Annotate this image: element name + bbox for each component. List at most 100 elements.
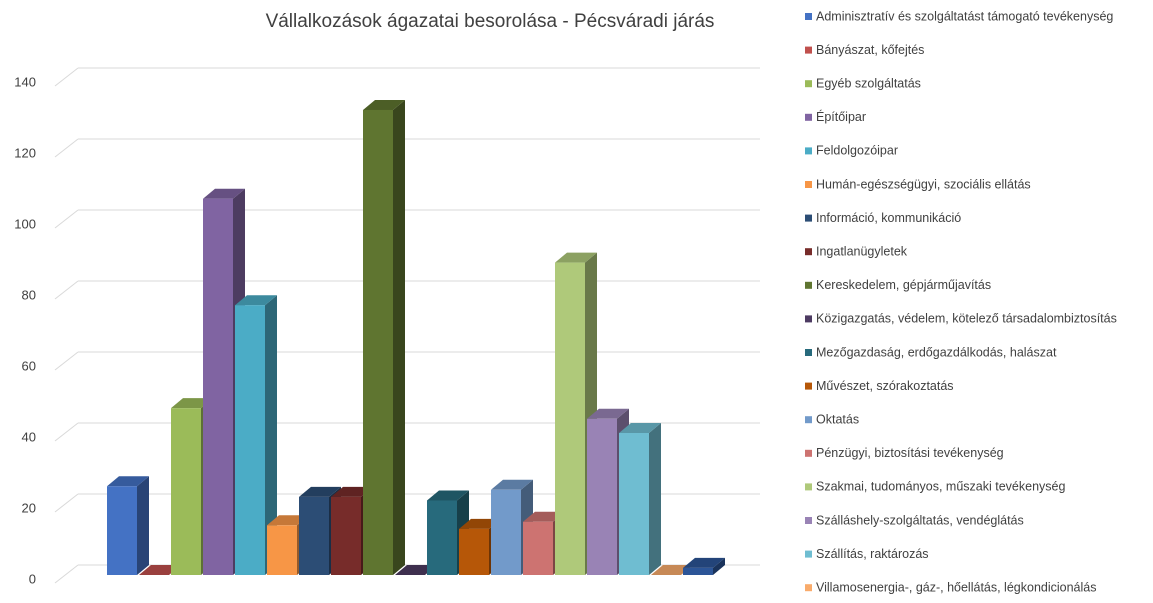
legend-label: Művészet, szórakoztatás [816,379,954,393]
bar-face [235,305,265,575]
legend-swatch [805,46,812,54]
legend-label: Közigazgatás, védelem, kötelező társadal… [816,312,1117,326]
bar-face [363,99,405,110]
bar-face [427,490,469,501]
y-tick-label: 0 [29,571,36,586]
legend-swatch [805,483,812,491]
y-tick-label: 140 [14,74,36,89]
bar [683,557,725,575]
bar-face [651,565,693,575]
bar-face [683,557,725,568]
bar-face [619,423,661,433]
legend-swatch [805,80,812,88]
bar-face [555,252,597,263]
legend-swatch [805,147,812,155]
bar-face [171,398,213,409]
bar-face [203,188,245,199]
legend-swatch [805,315,812,323]
legend-swatch [805,449,812,457]
legend-label: Feldolgozóipar [816,144,898,158]
bar-face [235,295,277,306]
legend-label: Építőipar [816,109,866,124]
legend-swatch [805,416,812,424]
bar-face [265,295,277,575]
bar-face [427,500,457,575]
legend-swatch [805,248,812,256]
bar-face [619,433,649,575]
bar-face [267,525,297,575]
legend-swatch [805,584,812,592]
y-tick-label: 80 [22,287,36,302]
bar-face [363,109,393,575]
bar-face [107,476,149,487]
legend-label: Oktatás [816,412,859,426]
bar-face [331,496,361,575]
bar-face [393,99,405,575]
bar-face [139,565,181,575]
legend-swatch [805,214,812,222]
bar-face [459,528,489,575]
grid-line [54,493,79,513]
legend-swatch [805,281,812,289]
bar-face [107,486,137,575]
y-tick-label: 60 [22,358,36,373]
bar-face [491,479,533,490]
bar-face [171,408,201,575]
bar-face [587,418,617,575]
bar-face [137,476,149,575]
y-tick-label: 100 [14,216,36,231]
bar [651,565,693,575]
legend-label: Szálláshely-szolgáltatás, vendéglátás [816,513,1024,527]
legend-label: Villamosenergia-, gáz-, hőellátás, légko… [816,580,1097,594]
grid-line [54,67,79,87]
legend-label: Adminisztratív és szolgáltatást támogató… [816,9,1113,23]
y-tick-label: 120 [14,145,36,160]
bar [395,565,437,575]
bar [107,476,149,575]
legend-label: Szakmai, tudományos, műszaki tevékenység [816,480,1065,494]
grid-line [54,351,79,371]
y-tick-label: 20 [22,500,36,515]
bar-face [555,262,585,575]
bar-face [713,557,725,575]
bar-face [683,567,713,575]
grid-line [54,209,79,229]
legend-swatch [805,550,812,558]
legend-swatch [805,13,812,20]
legend-swatch [805,113,812,121]
bar-face [491,489,521,575]
legend-label: Bányászat, kőfejtés [816,43,924,57]
grid-line [54,280,79,300]
bar-face [587,408,629,419]
legend-swatch [805,349,812,356]
chart-title: Vállalkozások ágazatai besorolása - Pécs… [266,11,715,32]
grid-line [54,564,79,584]
legend-label: Ingatlanügyletek [816,244,908,258]
legend-label: Pénzügyi, biztosítási tevékenység [816,446,1004,460]
bar [235,295,277,575]
grid-line [54,422,79,442]
legend-swatch [805,382,812,390]
bar-face [299,496,329,575]
legend-label: Humán-egészségügyi, szociális ellátás [816,177,1031,191]
bar-face [203,198,233,575]
bar [619,423,661,575]
bar-face [523,521,553,575]
legend-label: Egyéb szolgáltatás [816,76,921,90]
bar-face [267,515,309,526]
bar-face [299,486,341,497]
bar [363,99,405,575]
bar-face [459,518,501,529]
bar [139,565,181,575]
bar-face [523,511,565,522]
legend-label: Mezőgazdaság, erdőgazdálkodás, halászat [816,345,1057,359]
legend-label: Információ, kommunikáció [816,211,961,225]
legend-swatch [805,181,812,188]
legend-label: Kereskedelem, gépjárműjavítás [816,278,991,292]
grid-line [54,138,79,158]
bar-face [331,486,373,497]
bar-face [395,565,437,575]
legend-label: Szállítás, raktározás [816,547,929,561]
y-tick-label: 40 [22,429,36,444]
bar-face [649,423,661,575]
